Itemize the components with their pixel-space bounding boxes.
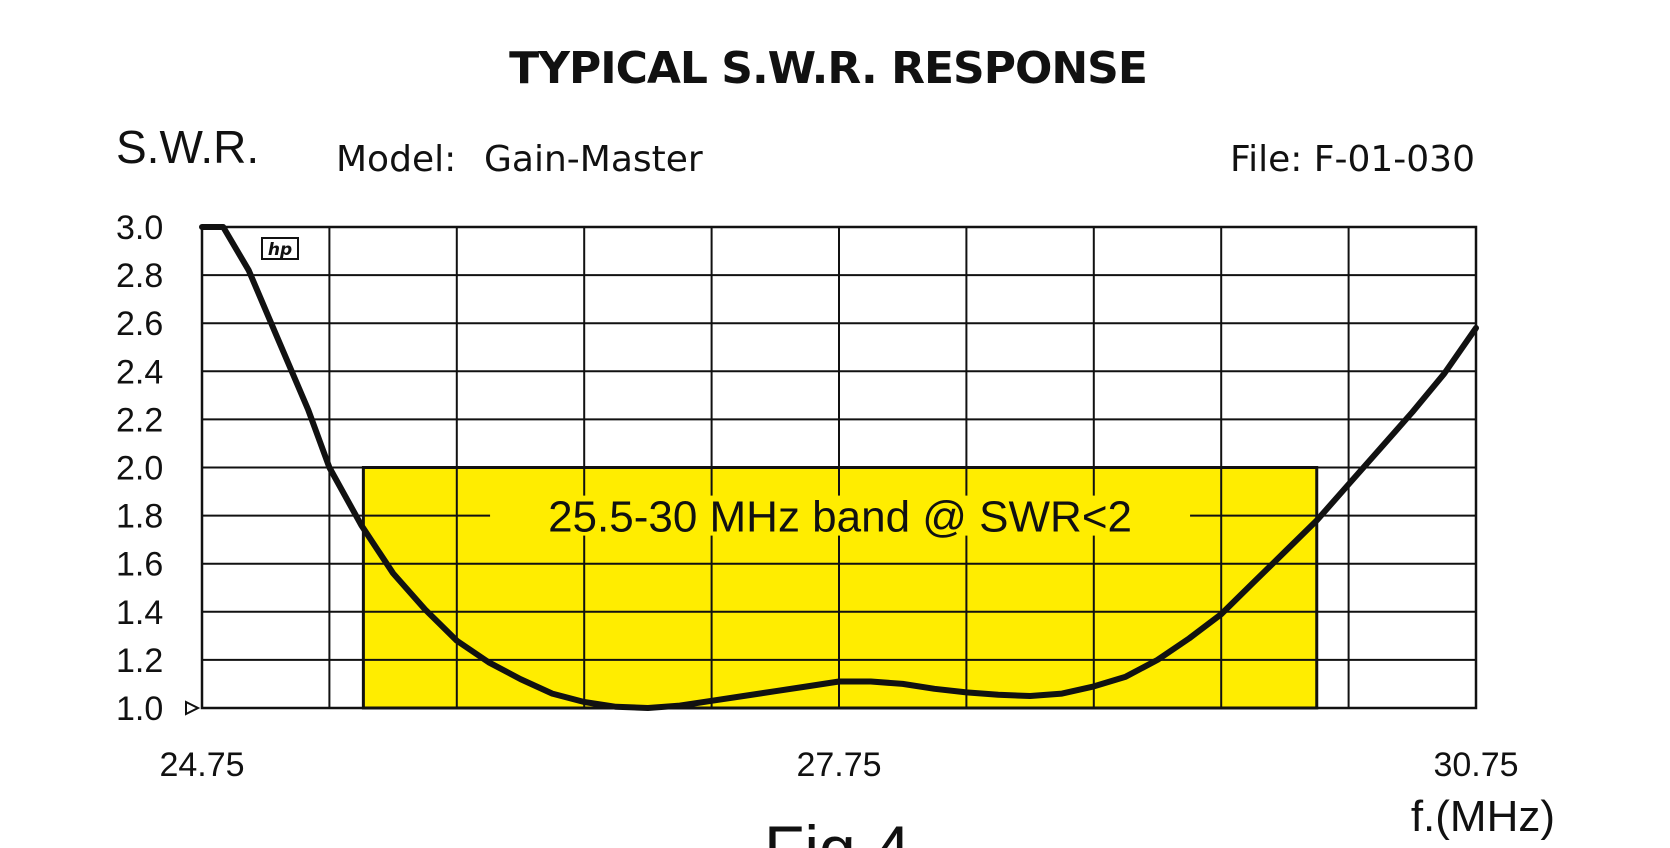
y-tick-label: 2.2 <box>116 401 163 439</box>
hp-logo-text: hp <box>268 240 292 260</box>
band-label: 25.5-30 MHz band @ SWR<2 <box>490 493 1191 542</box>
y-axis-title: S.W.R. <box>116 121 259 173</box>
x-tick-label: 27.75 <box>796 746 881 784</box>
x-tick-label: 24.75 <box>159 746 244 784</box>
y-tick-label: 1.2 <box>116 642 163 680</box>
x-tick-labels: 24.75 27.75 30.75 <box>159 746 1518 784</box>
plot-area: 25.5-30 MHz band @ SWR<2 1.0 1.2 1.4 1.6 1.8… <box>116 209 1519 784</box>
hp-logo: hp <box>261 237 299 260</box>
model-label: Model: <box>336 139 456 180</box>
chart-title: TYPICAL S.W.R. RESPONSE <box>509 43 1147 94</box>
y-tick-label: 2.4 <box>116 353 163 391</box>
x-axis-unit: f.(MHz) <box>1411 792 1555 841</box>
y-tick-labels: 1.0 1.2 1.4 1.6 1.8 2.0 2.2 2.4 2.6 2.8 3.0 <box>116 209 163 728</box>
swr-curve <box>199 224 1479 711</box>
model-value: Gain-Master <box>484 139 703 180</box>
y-tick-label: 1.6 <box>116 546 163 584</box>
y-tick-label: 2.6 <box>116 305 163 343</box>
figure-caption: Fig.4 <box>764 812 911 848</box>
y-tick-label: 3.0 <box>116 209 163 247</box>
band-label-background <box>490 495 1191 536</box>
x-tick-label: 30.75 <box>1433 746 1518 784</box>
y-tick-label: 2.0 <box>116 450 163 488</box>
band-label-text: 25.5-30 MHz band @ SWR<2 <box>548 493 1132 542</box>
y-tick-label: 1.8 <box>116 498 163 536</box>
y-tick-label: 1.4 <box>116 594 163 632</box>
file-label: File: <box>1230 139 1302 180</box>
y-tick-label: 1.0 <box>116 690 163 728</box>
file-value: F-01-030 <box>1314 139 1475 180</box>
y-tick-label: 2.8 <box>116 257 163 295</box>
baseline-marker-icon <box>185 700 201 716</box>
plot-frame <box>200 225 1478 710</box>
